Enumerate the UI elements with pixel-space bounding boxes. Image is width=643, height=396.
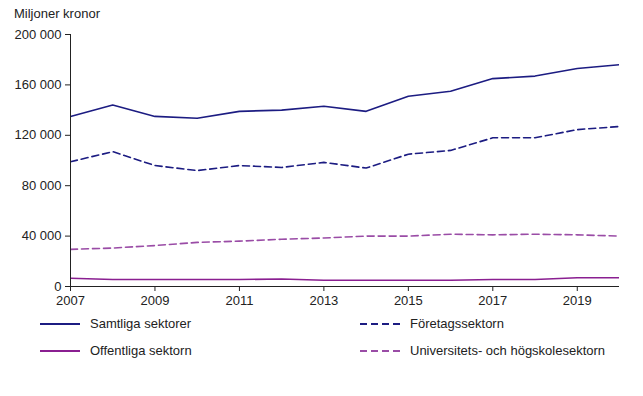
svg-text:160 000: 160 000	[15, 77, 62, 92]
svg-text:40 000: 40 000	[22, 228, 62, 243]
svg-text:120 000: 120 000	[15, 127, 62, 142]
svg-text:0: 0	[54, 279, 61, 294]
html-text:Universitets- och högskolesekt: Universitets- och högskolesektorn	[410, 343, 606, 358]
svg-text:80 000: 80 000	[22, 178, 62, 193]
html-text:Företagssektorn: Företagssektorn	[410, 316, 504, 331]
svg-text:2007: 2007	[56, 293, 85, 308]
svg-text:2009: 2009	[141, 293, 170, 308]
html-text:Miljoner kronor: Miljoner kronor	[14, 6, 100, 21]
svg-text:2019: 2019	[563, 293, 592, 308]
svg-text:2011: 2011	[225, 293, 253, 308]
svg-text:2017: 2017	[478, 293, 507, 308]
html-text:Offentliga sektorn: Offentliga sektorn	[90, 343, 192, 358]
svg-text:200 000: 200 000	[15, 27, 62, 42]
svg-text:2013: 2013	[309, 293, 338, 308]
html-text:Samtliga sektorer: Samtliga sektorer	[90, 316, 192, 331]
svg-text:2015: 2015	[394, 293, 423, 308]
